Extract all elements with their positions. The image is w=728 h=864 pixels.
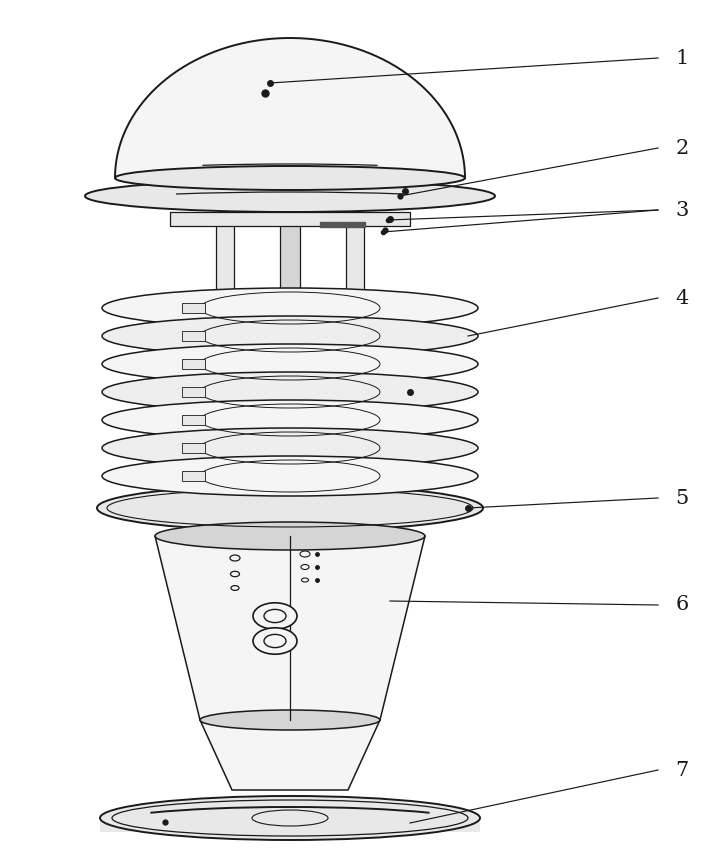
Text: 4: 4	[676, 289, 689, 308]
Ellipse shape	[200, 289, 380, 311]
Polygon shape	[182, 443, 205, 453]
Polygon shape	[182, 331, 205, 341]
Ellipse shape	[155, 522, 425, 550]
Text: 7: 7	[676, 760, 689, 779]
Ellipse shape	[100, 796, 480, 840]
Text: 6: 6	[676, 595, 689, 614]
Polygon shape	[182, 303, 205, 313]
Polygon shape	[346, 214, 364, 300]
Ellipse shape	[102, 400, 478, 440]
Polygon shape	[216, 214, 234, 300]
Ellipse shape	[200, 710, 380, 730]
Polygon shape	[280, 214, 300, 340]
Polygon shape	[200, 720, 380, 790]
Polygon shape	[182, 359, 205, 369]
Polygon shape	[100, 818, 480, 832]
Polygon shape	[155, 536, 425, 720]
Text: 3: 3	[676, 200, 689, 219]
Ellipse shape	[102, 316, 478, 356]
Ellipse shape	[115, 166, 465, 190]
Polygon shape	[115, 38, 465, 178]
Ellipse shape	[102, 456, 478, 496]
Ellipse shape	[102, 372, 478, 412]
Polygon shape	[182, 387, 205, 397]
Ellipse shape	[85, 180, 495, 212]
Ellipse shape	[253, 603, 297, 629]
Polygon shape	[182, 415, 205, 425]
Ellipse shape	[97, 485, 483, 531]
Ellipse shape	[102, 428, 478, 468]
Polygon shape	[182, 471, 205, 481]
Text: 1: 1	[676, 48, 689, 67]
Ellipse shape	[102, 344, 478, 384]
Ellipse shape	[102, 288, 478, 328]
Text: 5: 5	[676, 488, 689, 507]
Ellipse shape	[253, 628, 297, 654]
Polygon shape	[320, 222, 365, 227]
Polygon shape	[170, 212, 410, 226]
Text: 2: 2	[676, 138, 689, 157]
